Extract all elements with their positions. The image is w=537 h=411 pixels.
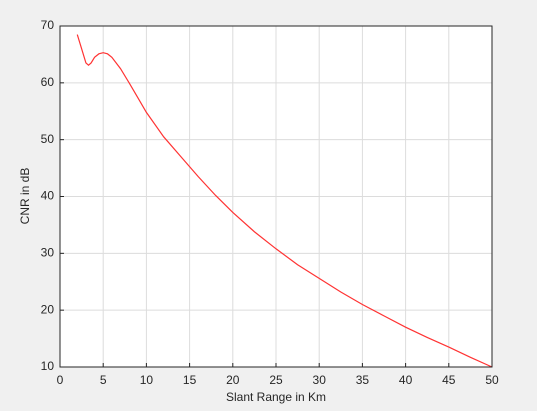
x-tick-label: 30 xyxy=(313,373,327,387)
x-tick-label: 15 xyxy=(183,373,197,387)
line-series xyxy=(76,34,493,368)
x-axis-label: Slant Range in Km xyxy=(226,390,326,404)
x-tick-label: 45 xyxy=(442,373,456,387)
x-tick-label: 0 xyxy=(57,373,64,387)
x-tick-label: 20 xyxy=(226,373,240,387)
y-tick-label: 70 xyxy=(41,18,55,32)
y-tick-label: 10 xyxy=(41,359,55,373)
marks xyxy=(76,34,493,368)
x-tick-label: 10 xyxy=(140,373,154,387)
x-tick-label: 5 xyxy=(100,373,107,387)
x-tick-label: 50 xyxy=(485,373,499,387)
y-tick-label: 60 xyxy=(41,75,55,89)
y-axis-label: CNR in dB xyxy=(18,168,32,225)
x-tick-label: 25 xyxy=(269,373,283,387)
y-tick-label: 40 xyxy=(41,189,55,203)
y-tick-label: 50 xyxy=(41,132,55,146)
x-tick-label: 40 xyxy=(399,373,413,387)
x-tick-label: 35 xyxy=(356,373,370,387)
y-tick-label: 20 xyxy=(41,302,55,316)
y-tick-label: 30 xyxy=(41,246,55,260)
